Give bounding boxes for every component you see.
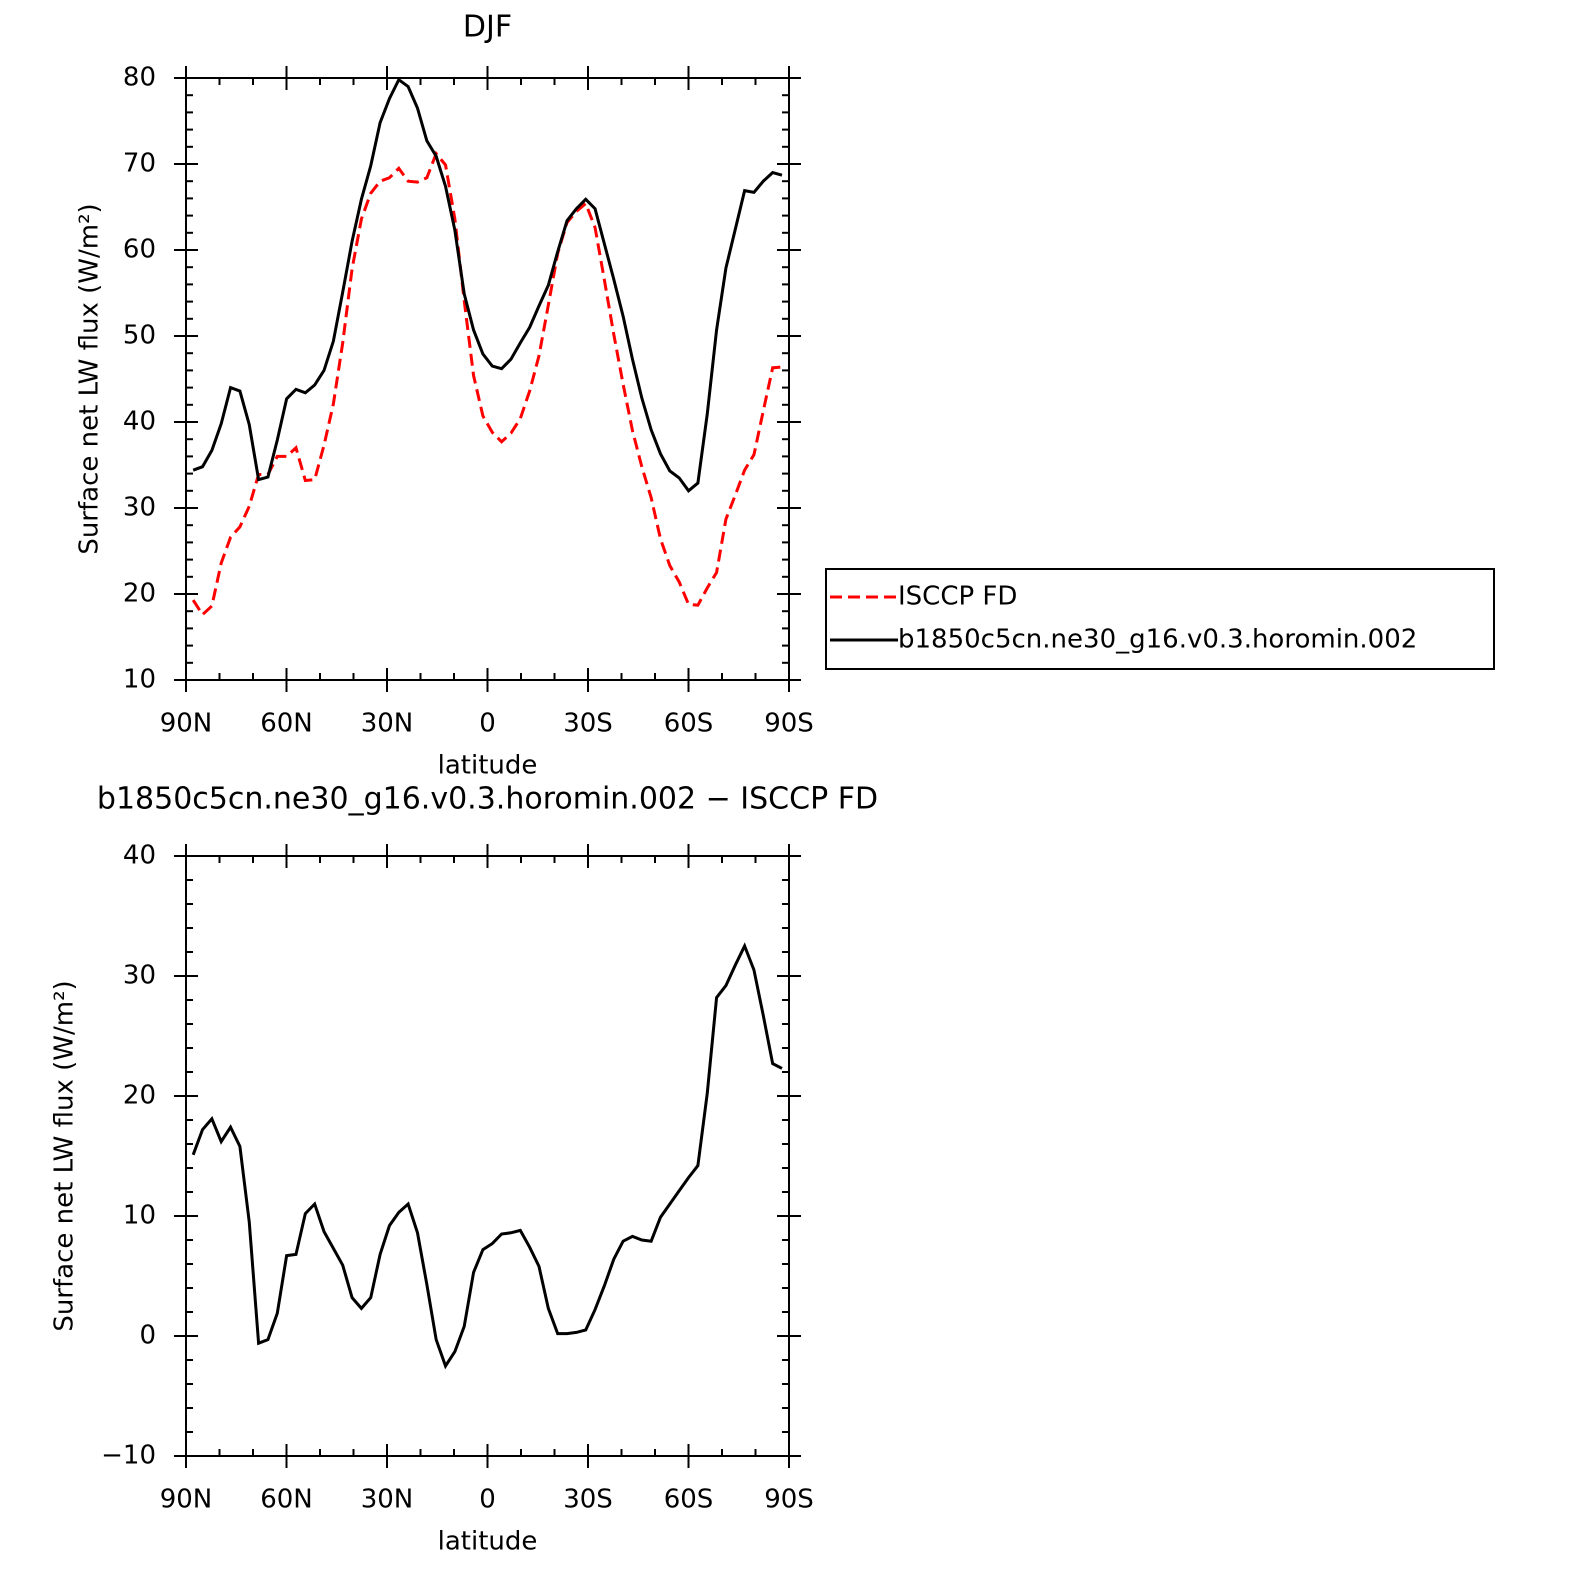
chart-title: DJF bbox=[463, 10, 512, 45]
chart-title: b1850c5cn.ne30_g16.v0.3.horomin.002 − IS… bbox=[97, 782, 878, 817]
y-axis-label: Surface net LW flux (W/m²) bbox=[75, 203, 105, 554]
y-tick-label: 50 bbox=[123, 321, 156, 351]
y-tick-label: 30 bbox=[123, 493, 156, 523]
legend-box bbox=[825, 568, 1495, 670]
x-tick-label: 30N bbox=[361, 1485, 414, 1515]
x-tick-label: 60S bbox=[664, 1485, 714, 1515]
y-tick-label: 30 bbox=[123, 961, 156, 991]
x-tick-label: 90N bbox=[160, 709, 213, 739]
x-axis-label: latitude bbox=[438, 751, 538, 781]
x-tick-label: 90S bbox=[764, 709, 814, 739]
legend-label: ISCCP FD bbox=[898, 582, 1017, 612]
y-tick-label: 0 bbox=[139, 1321, 156, 1351]
y-tick-label: 40 bbox=[123, 407, 156, 437]
y-tick-label: 20 bbox=[123, 579, 156, 609]
x-tick-label: 30N bbox=[361, 709, 414, 739]
plot-frame bbox=[185, 855, 790, 1457]
legend-label: b1850c5cn.ne30_g16.v0.3.horomin.002 bbox=[898, 625, 1417, 655]
y-tick-label: 10 bbox=[123, 665, 156, 695]
x-axis-label: latitude bbox=[438, 1527, 538, 1557]
x-tick-label: 60N bbox=[260, 1485, 313, 1515]
y-tick-label: 20 bbox=[123, 1081, 156, 1111]
x-tick-label: 60N bbox=[260, 709, 313, 739]
y-tick-label: 70 bbox=[123, 149, 156, 179]
data-line bbox=[191, 150, 783, 617]
y-tick-label: 80 bbox=[123, 63, 156, 93]
data-line bbox=[191, 942, 783, 1370]
plot-frame bbox=[185, 77, 790, 681]
x-tick-label: 30S bbox=[563, 709, 613, 739]
y-tick-label: −10 bbox=[101, 1441, 156, 1471]
x-tick-label: 90S bbox=[764, 1485, 814, 1515]
x-tick-label: 60S bbox=[664, 709, 714, 739]
x-tick-label: 30S bbox=[563, 1485, 613, 1515]
y-axis-label: Surface net LW flux (W/m²) bbox=[50, 980, 80, 1331]
y-tick-label: 60 bbox=[123, 235, 156, 265]
x-tick-label: 0 bbox=[479, 709, 496, 739]
data-line bbox=[192, 77, 783, 493]
y-tick-label: 10 bbox=[123, 1201, 156, 1231]
y-tick-label: 40 bbox=[123, 841, 156, 871]
x-tick-label: 90N bbox=[160, 1485, 213, 1515]
x-tick-label: 0 bbox=[479, 1485, 496, 1515]
